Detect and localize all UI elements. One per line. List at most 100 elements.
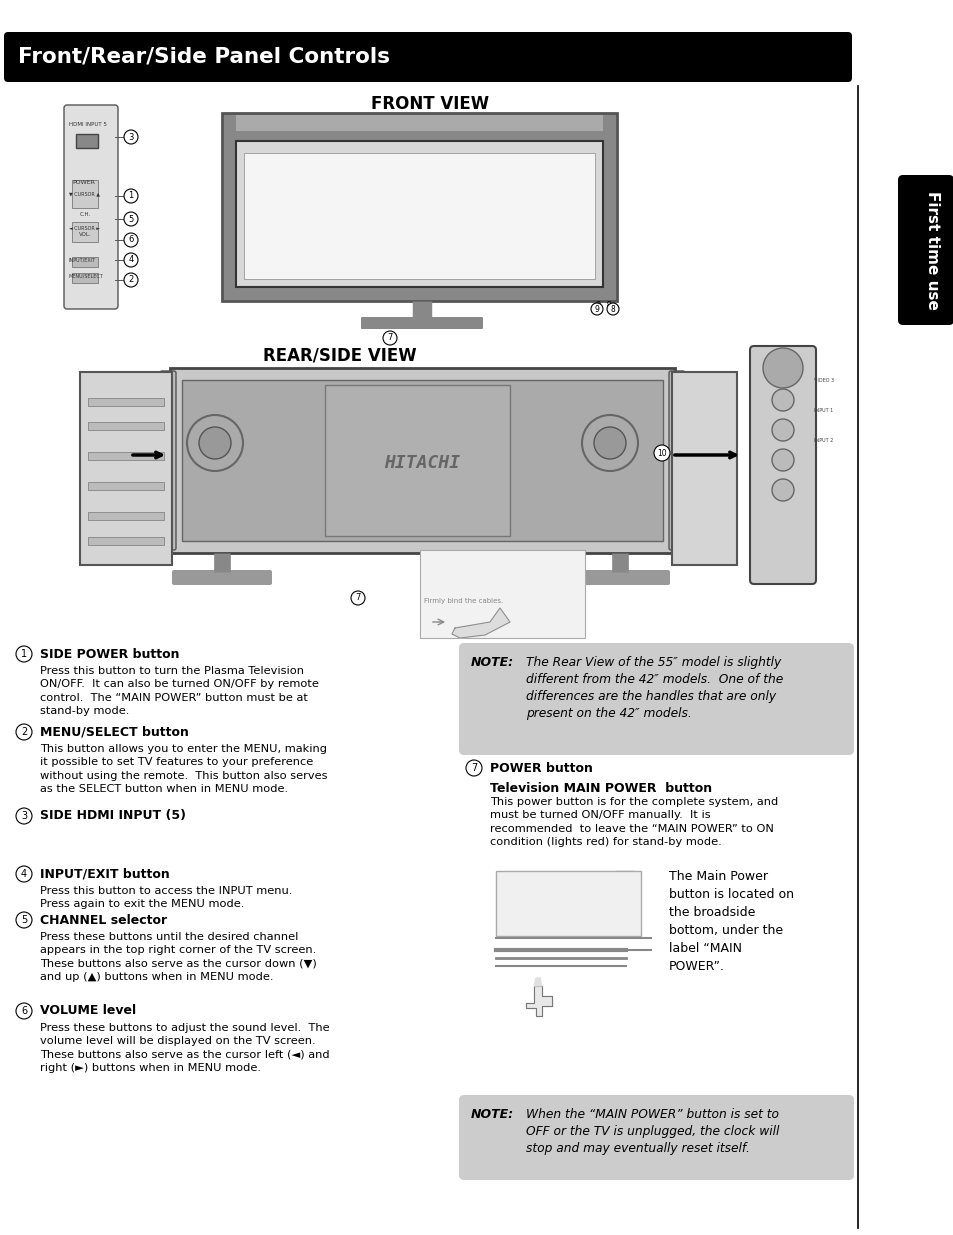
Circle shape bbox=[351, 592, 365, 605]
FancyBboxPatch shape bbox=[668, 370, 684, 550]
Bar bbox=[76, 135, 98, 148]
Circle shape bbox=[124, 189, 138, 203]
Text: 3: 3 bbox=[21, 811, 27, 821]
Text: 5: 5 bbox=[21, 915, 27, 925]
Circle shape bbox=[771, 389, 793, 411]
Text: VOLUME level: VOLUME level bbox=[40, 1004, 136, 1018]
Circle shape bbox=[465, 760, 481, 776]
Bar bbox=[170, 368, 675, 553]
Text: REAR/SIDE VIEW: REAR/SIDE VIEW bbox=[263, 346, 416, 364]
FancyBboxPatch shape bbox=[458, 1095, 853, 1179]
Text: Front/Rear/Side Panel Controls: Front/Rear/Side Panel Controls bbox=[18, 47, 390, 67]
Text: 7: 7 bbox=[387, 333, 393, 342]
Text: NOTE:: NOTE: bbox=[471, 1108, 514, 1121]
Text: 2: 2 bbox=[129, 275, 133, 284]
Text: 2: 2 bbox=[21, 727, 27, 737]
Bar bbox=[88, 482, 164, 490]
Circle shape bbox=[16, 911, 32, 927]
Text: ▼ CURSOR ▲: ▼ CURSOR ▲ bbox=[70, 191, 100, 196]
Text: 8: 8 bbox=[610, 305, 615, 314]
Circle shape bbox=[594, 427, 625, 459]
Circle shape bbox=[771, 419, 793, 441]
Bar bbox=[88, 513, 164, 520]
Text: HDMI INPUT 5: HDMI INPUT 5 bbox=[69, 122, 107, 127]
Bar bbox=[88, 452, 164, 459]
Text: POWER: POWER bbox=[71, 179, 94, 184]
Text: 9: 9 bbox=[594, 305, 598, 314]
Bar bbox=[616, 871, 634, 936]
Circle shape bbox=[124, 233, 138, 247]
Text: INPUT/EXIT button: INPUT/EXIT button bbox=[40, 867, 170, 881]
Bar bbox=[80, 372, 172, 564]
Circle shape bbox=[124, 212, 138, 226]
FancyBboxPatch shape bbox=[160, 370, 175, 550]
Text: 7: 7 bbox=[355, 594, 360, 603]
Bar bbox=[71, 222, 98, 242]
Bar bbox=[419, 550, 584, 638]
Polygon shape bbox=[534, 978, 541, 986]
Bar bbox=[244, 153, 595, 279]
FancyBboxPatch shape bbox=[172, 571, 272, 585]
Bar bbox=[235, 141, 602, 287]
Bar bbox=[496, 871, 640, 936]
Text: ◄ CURSOR ►: ◄ CURSOR ► bbox=[70, 226, 100, 231]
Text: HITACHI: HITACHI bbox=[383, 454, 459, 472]
Bar bbox=[88, 398, 164, 406]
Text: This power button is for the complete system, and
must be turned ON/OFF manually: This power button is for the complete sy… bbox=[490, 797, 778, 847]
Text: INPUT 1: INPUT 1 bbox=[813, 408, 832, 412]
Circle shape bbox=[124, 253, 138, 267]
Circle shape bbox=[16, 808, 32, 824]
Text: 1: 1 bbox=[21, 650, 27, 659]
Bar bbox=[671, 372, 737, 564]
Text: The Main Power
button is located on
the broadside
bottom, under the
label “MAIN
: The Main Power button is located on the … bbox=[668, 869, 793, 973]
Circle shape bbox=[16, 1003, 32, 1019]
Text: 7: 7 bbox=[471, 763, 476, 773]
FancyBboxPatch shape bbox=[458, 643, 853, 755]
Text: 4: 4 bbox=[129, 256, 133, 264]
Text: 6: 6 bbox=[21, 1007, 27, 1016]
Text: First time use: First time use bbox=[924, 190, 940, 310]
Text: This button allows you to enter the MENU, making
it possible to set TV features : This button allows you to enter the MENU… bbox=[40, 743, 327, 794]
FancyBboxPatch shape bbox=[360, 317, 482, 329]
Text: Firmly bind the cables.: Firmly bind the cables. bbox=[423, 598, 503, 604]
Text: FRONT VIEW: FRONT VIEW bbox=[371, 95, 489, 112]
Text: NOTE:: NOTE: bbox=[471, 656, 514, 669]
Bar bbox=[88, 422, 164, 430]
Bar bbox=[71, 257, 98, 267]
Text: Press these buttons to adjust the sound level.  The
volume level will be display: Press these buttons to adjust the sound … bbox=[40, 1023, 330, 1073]
Text: INPUT/EXIT: INPUT/EXIT bbox=[69, 258, 96, 263]
Text: When the “MAIN POWER” button is set to
OFF or the TV is unplugged, the clock wil: When the “MAIN POWER” button is set to O… bbox=[525, 1108, 779, 1155]
Circle shape bbox=[16, 866, 32, 882]
Circle shape bbox=[187, 415, 243, 471]
Text: INPUT 2: INPUT 2 bbox=[813, 437, 832, 442]
Text: Press this button to access the INPUT menu.
Press again to exit the MENU mode.: Press this button to access the INPUT me… bbox=[40, 885, 292, 909]
Polygon shape bbox=[452, 608, 510, 638]
Text: 10: 10 bbox=[657, 448, 666, 457]
Circle shape bbox=[382, 331, 396, 345]
Text: 5: 5 bbox=[129, 215, 133, 224]
Text: POWER button: POWER button bbox=[490, 762, 592, 774]
Text: SIDE POWER button: SIDE POWER button bbox=[40, 647, 179, 661]
Text: CHANNEL selector: CHANNEL selector bbox=[40, 914, 167, 926]
Circle shape bbox=[199, 427, 231, 459]
Text: Press this button to turn the Plasma Television
ON/OFF.  It can also be turned O: Press this button to turn the Plasma Tel… bbox=[40, 666, 318, 716]
Bar bbox=[235, 115, 602, 131]
Text: VIDEO 3: VIDEO 3 bbox=[813, 378, 833, 383]
Text: 9  8: 9 8 bbox=[596, 300, 611, 310]
Text: 1: 1 bbox=[129, 191, 133, 200]
Bar bbox=[88, 537, 164, 545]
Text: MENU/SELECT button: MENU/SELECT button bbox=[40, 725, 189, 739]
Text: SIDE HDMI INPUT (5): SIDE HDMI INPUT (5) bbox=[40, 809, 186, 823]
Text: C.H.: C.H. bbox=[79, 211, 91, 216]
FancyBboxPatch shape bbox=[4, 32, 851, 82]
Circle shape bbox=[590, 303, 602, 315]
Text: VOL.: VOL. bbox=[78, 231, 91, 236]
Text: Press these buttons until the desired channel
appears in the top right corner of: Press these buttons until the desired ch… bbox=[40, 932, 316, 982]
Circle shape bbox=[606, 303, 618, 315]
Circle shape bbox=[581, 415, 638, 471]
Circle shape bbox=[124, 273, 138, 287]
Polygon shape bbox=[525, 986, 552, 1016]
Text: MENU/SELECT: MENU/SELECT bbox=[69, 273, 104, 279]
FancyBboxPatch shape bbox=[749, 346, 815, 584]
FancyBboxPatch shape bbox=[222, 112, 617, 301]
